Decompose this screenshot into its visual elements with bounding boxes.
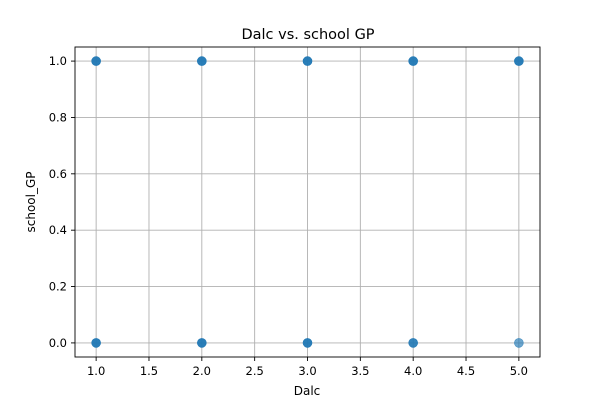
data-point [302, 338, 313, 348]
data-point [197, 338, 207, 348]
grid-lines [75, 47, 540, 357]
chart-title: Dalc vs. school GP [241, 27, 374, 43]
data-point [408, 338, 418, 348]
data-point [91, 338, 101, 348]
data-points [91, 56, 524, 348]
data-point [91, 56, 101, 66]
y-tick-label: 0.4 [49, 223, 67, 237]
y-tick-label: 0.6 [49, 167, 67, 181]
x-axis-label: Dalc [294, 384, 321, 398]
x-tick-label: 4.0 [404, 364, 422, 378]
x-tick-label: 5.0 [510, 364, 528, 378]
y-tick-label: 0.8 [49, 110, 67, 124]
data-point [197, 56, 207, 66]
y-tick-label: 0.2 [49, 280, 67, 294]
y-tick-label: 0.0 [49, 336, 67, 350]
x-tick-label: 2.5 [246, 364, 264, 378]
y-tick-label: 1.0 [49, 54, 67, 68]
x-tick-label: 3.5 [351, 364, 369, 378]
x-tick-label: 1.0 [87, 364, 105, 378]
x-tick-label: 4.5 [457, 364, 475, 378]
x-tick-label: 3.0 [298, 364, 316, 378]
data-point [514, 338, 524, 348]
x-tick-label: 2.0 [193, 364, 211, 378]
x-axis-ticks: 1.0 1.5 2.0 2.5 3.0 3.5 4.0 4.5 5.0 [87, 357, 528, 378]
data-point [302, 56, 313, 66]
x-tick-label: 1.5 [140, 364, 158, 378]
data-point [514, 56, 524, 66]
y-axis-label: school_GP [24, 171, 38, 232]
y-axis-ticks: 0.0 0.2 0.4 0.6 0.8 1.0 [49, 54, 75, 350]
data-point [408, 56, 418, 66]
